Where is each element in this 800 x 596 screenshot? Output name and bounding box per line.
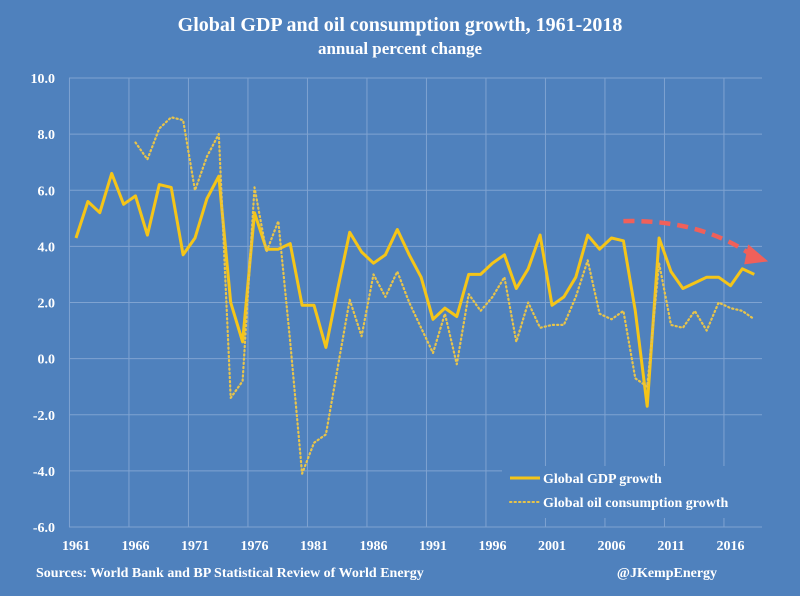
x-tick-label: 1971 (181, 539, 209, 554)
trend-arrow-head (744, 244, 769, 265)
gridlines (68, 77, 762, 528)
annotations (623, 218, 769, 265)
y-tick-label: 10.0 (31, 72, 56, 87)
gdp-growth-line (74, 171, 755, 408)
legend-label-gdp: Global GDP growth (543, 472, 662, 487)
trend-arrow-line (623, 218, 754, 258)
x-tick-label: 2011 (657, 539, 684, 554)
series-group (74, 116, 756, 475)
y-tick-label: 8.0 (38, 128, 56, 143)
x-tick-label: 1961 (62, 539, 90, 554)
oil-consumption-line (134, 116, 756, 475)
y-tick-label: 4.0 (38, 240, 56, 255)
chart-subtitle: annual percent change (318, 39, 482, 58)
y-tick-label: -2.0 (33, 409, 55, 424)
y-tick-label: 6.0 (38, 184, 56, 199)
y-tick-label: -6.0 (33, 521, 55, 536)
x-tick-label: 1996 (479, 539, 507, 554)
x-tick-label: 1991 (419, 539, 447, 554)
x-tick-label: 1966 (122, 539, 150, 554)
x-tick-label: 2016 (717, 539, 745, 554)
y-tick-label: 2.0 (38, 297, 56, 312)
chart-title: Global GDP and oil consumption growth, 1… (178, 14, 623, 36)
source-note: Sources: World Bank and BP Statistical R… (36, 566, 424, 581)
y-tick-label: 0.0 (38, 353, 56, 368)
x-tick-label: 2006 (598, 539, 626, 554)
credit-handle: @JKempEnergy (617, 566, 717, 581)
x-tick-label: 2001 (538, 539, 566, 554)
legend: Global GDP growth Global oil consumption… (502, 466, 762, 518)
y-tick-label: -4.0 (33, 465, 55, 480)
x-tick-label: 1981 (300, 539, 328, 554)
legend-box (502, 466, 762, 518)
x-tick-label: 1976 (241, 539, 269, 554)
y-axis-ticks: 10.0 8.0 6.0 4.0 2.0 0.0 -2.0 -4.0 -6.0 (31, 72, 56, 536)
x-axis-ticks: 1961 1966 1971 1976 1981 1986 1991 1996 2001 2006… (62, 539, 745, 554)
x-tick-label: 1986 (360, 539, 388, 554)
legend-label-oil: Global oil consumption growth (543, 496, 728, 511)
